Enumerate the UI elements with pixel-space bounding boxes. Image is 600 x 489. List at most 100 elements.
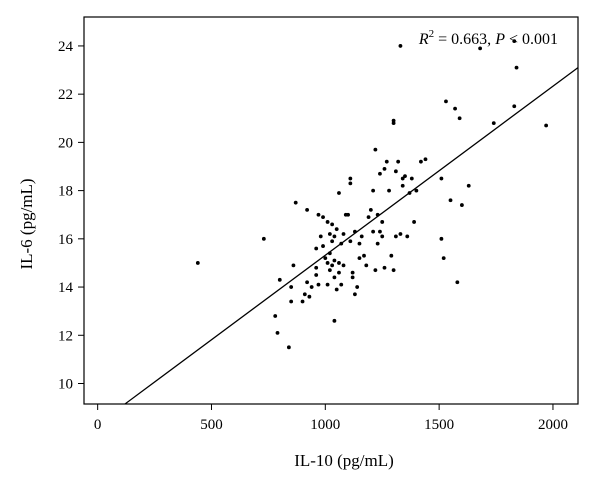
p-value: < 0.001 bbox=[505, 31, 558, 48]
data-point bbox=[327, 232, 332, 236]
data-point bbox=[478, 46, 483, 51]
data-point bbox=[384, 159, 389, 164]
data-point bbox=[398, 44, 403, 48]
data-point bbox=[334, 287, 339, 292]
data-point bbox=[346, 212, 350, 217]
data-point bbox=[359, 234, 364, 239]
data-point bbox=[275, 330, 280, 335]
p-symbol: P bbox=[494, 31, 505, 48]
data-point bbox=[391, 268, 396, 273]
data-point bbox=[375, 241, 380, 246]
data-point bbox=[396, 159, 401, 164]
data-point bbox=[348, 239, 353, 244]
data-point bbox=[316, 212, 321, 217]
data-point bbox=[330, 222, 335, 227]
r2-symbol: R bbox=[418, 31, 429, 48]
data-point bbox=[261, 236, 266, 241]
y-tick-label: 12 bbox=[58, 328, 73, 344]
data-point bbox=[389, 253, 394, 258]
data-point bbox=[373, 268, 378, 273]
data-point bbox=[286, 345, 291, 350]
data-point bbox=[373, 147, 378, 152]
data-point bbox=[330, 239, 335, 244]
data-point bbox=[307, 294, 312, 299]
data-point bbox=[323, 256, 328, 261]
data-point bbox=[491, 121, 496, 125]
plot-frame bbox=[83, 16, 579, 405]
fit-annotation: R2 = 0.663, P < 0.001 bbox=[418, 28, 558, 48]
data-point bbox=[291, 263, 296, 268]
data-point bbox=[334, 227, 339, 232]
y-tick-label: 20 bbox=[58, 135, 73, 151]
data-point bbox=[332, 234, 337, 239]
data-point bbox=[466, 183, 471, 188]
y-tick-label: 10 bbox=[58, 377, 73, 393]
data-point bbox=[378, 171, 382, 176]
data-point bbox=[387, 188, 391, 193]
x-tick-label: 2000 bbox=[538, 417, 568, 433]
data-point bbox=[339, 282, 344, 287]
data-point bbox=[289, 299, 294, 304]
x-tick-label: 0 bbox=[94, 417, 102, 433]
data-point bbox=[337, 270, 341, 275]
data-point bbox=[350, 275, 355, 280]
data-point bbox=[400, 176, 405, 181]
data-point bbox=[362, 253, 366, 258]
data-point bbox=[412, 220, 416, 224]
data-point bbox=[321, 244, 325, 248]
data-point bbox=[405, 234, 410, 239]
axis-ticks: 0 500 1000 1500 2000 10 12 14 16 18 20 22 24 bbox=[58, 39, 568, 433]
data-point bbox=[357, 241, 362, 246]
data-point bbox=[332, 258, 337, 263]
data-point bbox=[325, 220, 330, 224]
data-point bbox=[444, 99, 448, 104]
x-tick-label: 1000 bbox=[310, 417, 340, 433]
data-point bbox=[293, 200, 298, 205]
data-point bbox=[366, 215, 371, 220]
data-point bbox=[457, 116, 462, 121]
data-point bbox=[414, 188, 419, 193]
data-point bbox=[300, 299, 305, 304]
data-point bbox=[341, 263, 346, 268]
data-point bbox=[337, 191, 341, 195]
data-point bbox=[314, 246, 319, 251]
data-point bbox=[378, 229, 382, 234]
data-points bbox=[195, 39, 549, 350]
data-point bbox=[350, 270, 355, 275]
y-tick-label: 24 bbox=[58, 39, 74, 55]
data-point bbox=[353, 292, 357, 297]
data-point bbox=[314, 265, 319, 270]
data-point bbox=[364, 263, 369, 268]
data-point bbox=[514, 65, 519, 70]
data-point bbox=[368, 207, 373, 212]
r2-value: = 0.663, bbox=[434, 31, 495, 48]
x-tick-label: 1500 bbox=[424, 417, 454, 433]
data-point bbox=[357, 256, 362, 261]
data-point bbox=[380, 220, 385, 224]
data-point bbox=[309, 285, 314, 289]
data-point bbox=[459, 203, 464, 207]
y-axis-title: IL-6 (pg/mL) bbox=[17, 178, 36, 269]
data-point bbox=[419, 159, 423, 164]
regression-line bbox=[124, 67, 579, 405]
data-point bbox=[332, 275, 337, 280]
data-point bbox=[348, 181, 353, 186]
data-point bbox=[391, 118, 396, 123]
data-point bbox=[325, 282, 330, 287]
data-point bbox=[382, 167, 387, 171]
data-point bbox=[393, 234, 398, 239]
plot-border bbox=[83, 16, 579, 405]
y-tick-label: 22 bbox=[58, 87, 73, 103]
data-point bbox=[195, 261, 200, 265]
y-tick-label: 14 bbox=[58, 280, 74, 296]
data-point bbox=[327, 268, 332, 273]
data-point bbox=[371, 188, 376, 193]
data-point bbox=[453, 106, 457, 111]
data-point bbox=[371, 229, 376, 234]
data-point bbox=[302, 292, 307, 297]
data-point bbox=[398, 232, 403, 236]
y-tick-label: 16 bbox=[58, 232, 74, 248]
data-point bbox=[380, 234, 385, 239]
data-point bbox=[337, 261, 341, 265]
data-point bbox=[512, 104, 517, 109]
